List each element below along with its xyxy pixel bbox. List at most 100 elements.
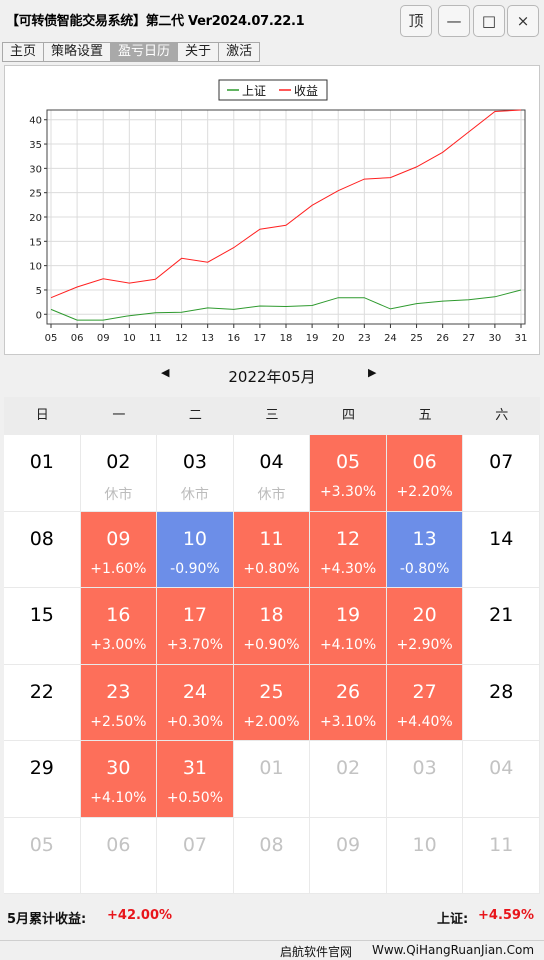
tab-strategy[interactable]: 策略设置 — [43, 42, 112, 62]
site-name-link[interactable]: 启航软件官网 — [280, 945, 353, 959]
weekday-label: 五 — [418, 408, 432, 423]
day-number: 31 — [182, 757, 208, 779]
x-tick-label: 16 — [227, 333, 240, 344]
calendar-day-cell[interactable]: 30 +4.10% — [80, 741, 158, 818]
y-tick-label: 5 — [36, 286, 42, 297]
x-tick-label: 26 — [436, 333, 449, 344]
calendar-day-cell[interactable]: 16 +3.00% — [80, 588, 158, 665]
day-number: 01 — [259, 757, 284, 779]
x-tick-label: 11 — [149, 333, 162, 344]
calendar-day-cell[interactable]: 01 — [4, 435, 81, 512]
calendar-day-cell[interactable]: 29 — [4, 741, 81, 818]
day-number: 18 — [259, 604, 284, 626]
x-tick-label: 12 — [175, 333, 188, 344]
calendar-day-cell[interactable]: 12 +4.30% — [310, 511, 387, 588]
weekday-label: 四 — [342, 408, 356, 423]
day-number: 15 — [29, 604, 54, 626]
tab-about[interactable]: 关于 — [177, 42, 220, 62]
calendar-day-cell[interactable]: 11 +0.80% — [233, 511, 311, 588]
calendar-day-cell[interactable]: 15 — [4, 588, 81, 665]
series-line-1 — [50, 109, 522, 299]
calendar-day-cell[interactable]: 08 — [4, 511, 81, 588]
tab-home[interactable]: 主页 — [2, 42, 45, 62]
calendar-day-cell[interactable]: 03 休市 — [157, 435, 234, 512]
y-tick-label: 15 — [29, 237, 42, 248]
pin-top-button[interactable]: 顶 — [400, 5, 432, 37]
day-return: +3.10% — [319, 713, 377, 730]
day-return: +4.10% — [90, 790, 147, 806]
market-closed-label: 休市 — [180, 487, 209, 503]
summary-bar: 5月累计收益: +42.00% 上证: +4.59% — [0, 896, 544, 940]
calendar-day-cell[interactable]: 28 — [463, 664, 540, 741]
calendar-day-cell[interactable]: 26 +3.10% — [310, 664, 387, 741]
calendar-day-cell[interactable]: 20 +2.90% — [386, 588, 464, 665]
calendar-day-cell[interactable]: 25 +2.00% — [233, 664, 311, 741]
day-number: 23 — [106, 680, 131, 703]
title-bar: 【可转债智能交易系统】第二代 Ver2024.07.22.1 顶 — □ × — [0, 0, 544, 40]
calendar-day-cell[interactable]: 10 -0.90% — [157, 511, 234, 588]
calendar-day-cell[interactable]: 04 — [463, 741, 540, 818]
calendar-day-cell[interactable]: 04 休市 — [233, 435, 311, 512]
day-number: 19 — [335, 604, 361, 626]
calendar-day-cell[interactable]: 02 — [310, 741, 387, 818]
x-tick-label: 30 — [489, 333, 502, 344]
weekday-header: 日一二三四五六 — [4, 397, 540, 435]
day-number: 04 — [259, 451, 284, 473]
x-tick-label: 17 — [254, 333, 267, 344]
site-url-link[interactable]: Www.QiHangRuanJian.Com — [372, 943, 535, 957]
x-tick-label: 18 — [280, 333, 293, 344]
calendar-day-cell[interactable]: 17 +3.70% — [157, 588, 234, 665]
calendar-day-cell[interactable]: 21 — [463, 588, 540, 665]
calendar-day-cell[interactable]: 22 — [4, 664, 81, 741]
prev-month-button[interactable]: ◀ — [161, 366, 170, 379]
calendar-day-cell[interactable]: 18 +0.90% — [233, 588, 311, 665]
market-closed-label: 休市 — [104, 487, 133, 503]
y-tick-label: 40 — [29, 116, 42, 127]
calendar-day-cell[interactable]: 10 — [386, 817, 464, 894]
day-number: 05 — [335, 451, 361, 473]
calendar-day-cell[interactable]: 24 +0.30% — [157, 664, 234, 741]
series-line-0 — [50, 289, 522, 321]
calendar-day-cell[interactable]: 23 +2.50% — [80, 664, 158, 741]
next-month-button[interactable]: ▶ — [368, 366, 377, 379]
tab-activate[interactable]: 激活 — [218, 42, 261, 62]
calendar-day-cell[interactable]: 13 -0.80% — [386, 511, 464, 588]
calendar-day-cell[interactable]: 06 — [80, 817, 158, 894]
calendar-day-cell[interactable]: 09 — [310, 817, 387, 894]
calendar-day-cell[interactable]: 07 — [463, 435, 540, 512]
calendar-day-cell[interactable]: 08 — [233, 817, 311, 894]
day-number: 06 — [412, 451, 437, 473]
minimize-button[interactable]: — — [438, 5, 470, 37]
calendar-day-cell[interactable]: 14 — [463, 511, 540, 588]
day-number: 08 — [259, 833, 284, 856]
calendar-day-cell[interactable]: 19 +4.10% — [310, 588, 387, 665]
weekday-label: 六 — [495, 408, 509, 423]
calendar-day-cell[interactable]: 27 +4.40% — [386, 664, 464, 741]
calendar-day-cell[interactable]: 05 — [4, 817, 81, 894]
close-button[interactable]: × — [507, 5, 539, 37]
day-return: +2.90% — [396, 637, 453, 653]
tab-pnl-calendar[interactable]: 盈亏日历 — [110, 42, 179, 62]
y-tick-label: 0 — [36, 310, 42, 321]
day-number: 02 — [106, 451, 131, 473]
maximize-button[interactable]: □ — [473, 5, 505, 37]
day-return: +4.30% — [319, 560, 377, 577]
day-number: 05 — [29, 833, 54, 856]
calendar-day-cell[interactable]: 09 +1.60% — [80, 511, 158, 588]
calendar-day-cell[interactable]: 03 — [386, 741, 464, 818]
calendar-day-cell[interactable]: 05 +3.30% — [310, 435, 387, 512]
month-navigator: 2022年05月 ◀ ▶ — [0, 355, 544, 395]
legend-label: 上证 — [242, 84, 266, 98]
plot-frame — [46, 109, 526, 325]
day-number: 07 — [182, 833, 208, 856]
calendar-day-cell[interactable]: 06 +2.20% — [386, 435, 464, 512]
day-number: 24 — [182, 680, 208, 703]
calendar-day-cell[interactable]: 31 +0.50% — [157, 741, 234, 818]
calendar-day-cell[interactable]: 11 — [463, 817, 540, 894]
calendar-day-cell[interactable]: 02 休市 — [80, 435, 158, 512]
index-return-value: +4.59% — [478, 908, 534, 923]
calendar-day-cell[interactable]: 01 — [233, 741, 311, 818]
x-tick-label: 09 — [97, 333, 110, 344]
calendar-day-cell[interactable]: 07 — [157, 817, 234, 894]
day-number: 27 — [412, 680, 437, 703]
